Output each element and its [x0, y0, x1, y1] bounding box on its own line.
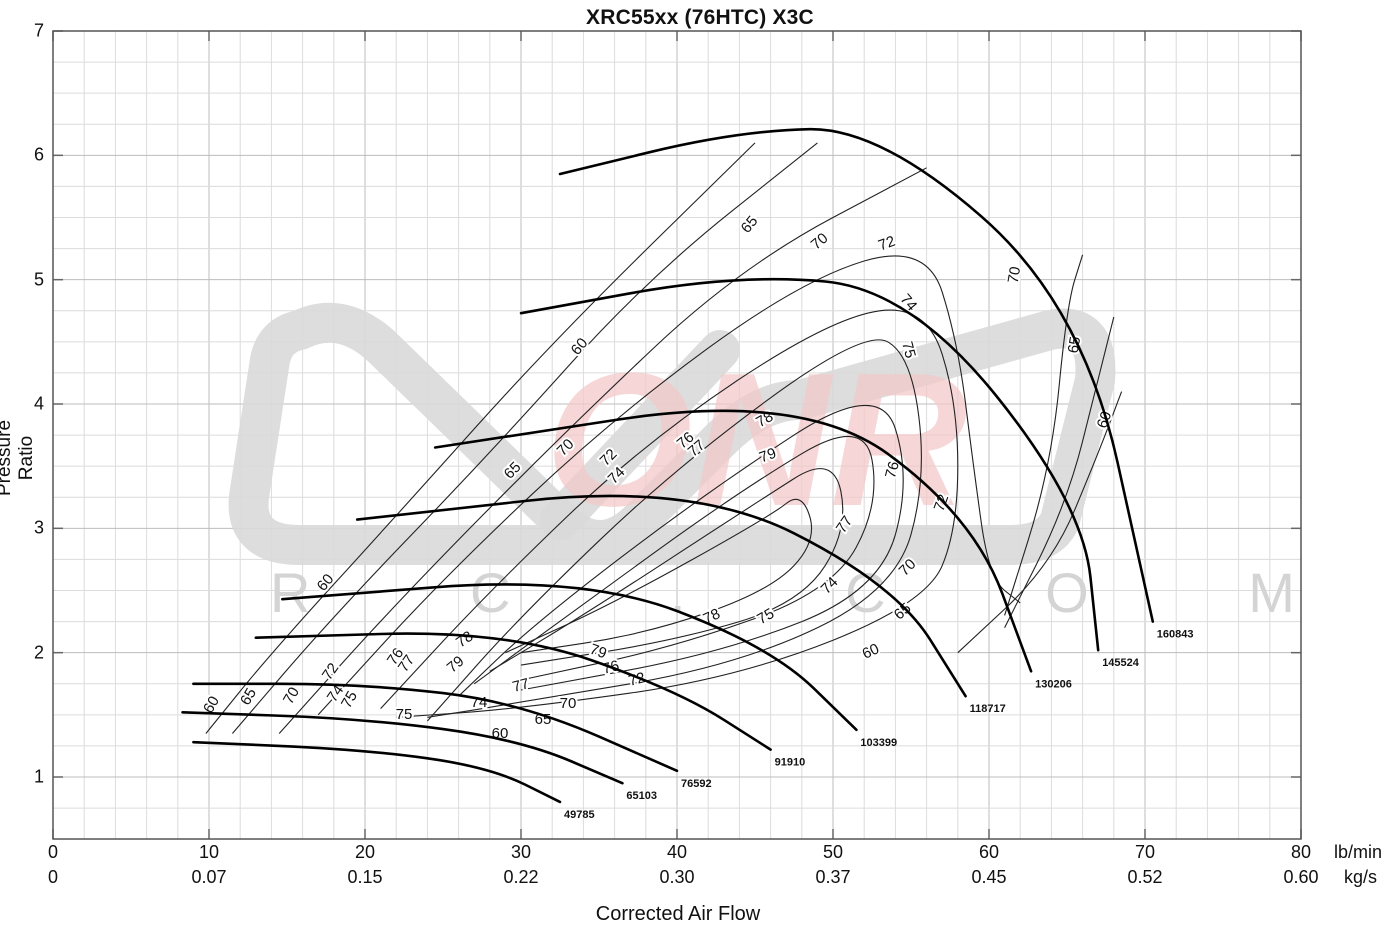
speed-line-118717: [355, 494, 967, 698]
efficiency-label: 72: [319, 660, 342, 683]
plot-frame: [52, 30, 1302, 840]
x-tick-label-kgs: 0.22: [503, 867, 539, 887]
speed-line-label: 65103: [626, 790, 657, 802]
chart-title: XRC55xx (76HTC) X3C: [586, 6, 814, 29]
speed-line-65103: [181, 711, 624, 785]
x-tick-label-lbmin: 30: [510, 842, 532, 862]
svg-text:R C . C O M: R C . C O M: [270, 561, 1367, 624]
y-tick-label: 2: [33, 642, 44, 663]
x-tick-label-kgs: 0.60: [1283, 867, 1319, 887]
efficiency-contour-70: [278, 167, 927, 734]
x-tick-label-kgs: 0.52: [1127, 867, 1163, 887]
x-unit-primary: lb/min: [1334, 842, 1383, 862]
speed-line-49785: [192, 740, 562, 804]
y-tick-label: 6: [33, 144, 44, 165]
efficiency-contour-70: [1004, 254, 1084, 616]
efficiency-label: 70: [1005, 265, 1025, 284]
speed-line-label: 145524: [1102, 657, 1140, 669]
speed-line-label: 130206: [1035, 678, 1072, 690]
efficiency-contour-77: [473, 435, 875, 685]
efficiency-contour-60: [957, 391, 1123, 654]
x-tick-label-lbmin: 40: [666, 842, 688, 862]
x-tick-label-kgs: 0.07: [191, 867, 227, 887]
speed-line-160843: [558, 127, 1155, 623]
x-tick-label-kgs: 0.15: [347, 867, 383, 887]
speed-line-103399: [281, 583, 858, 732]
efficiency-label: 70: [560, 695, 577, 712]
efficiency-contour-65: [1004, 316, 1115, 629]
efficiency-contour-74: [380, 309, 959, 718]
x-tick-label-lbmin: 80: [1290, 842, 1312, 862]
efficiency-label: 70: [808, 230, 832, 254]
efficiency-label: 60: [860, 640, 882, 662]
y-tick-label: 5: [33, 269, 44, 290]
efficiency-label: 75: [396, 706, 413, 723]
x-tick-label-kgs: 0.37: [815, 867, 851, 887]
efficiency-label: 78: [453, 628, 476, 651]
x-tick-label-kgs: 0: [47, 867, 59, 887]
x-axis-label: Corrected Air Flow: [595, 903, 761, 925]
efficiency-label: 79: [444, 653, 468, 677]
x-tick-label-lbmin: 50: [822, 842, 844, 862]
speed-line-label: 103399: [860, 737, 897, 749]
x-tick-label-kgs: 0.45: [971, 867, 1007, 887]
watermark-logo: ONR R C . C O M: [228, 302, 1367, 624]
speed-line-label: 91910: [775, 757, 806, 769]
efficiency-contour-76: [458, 405, 904, 697]
efficiency-contour-60: [205, 142, 756, 734]
speed-line-label: 160843: [1157, 629, 1194, 641]
x-tick-label-lbmin: 20: [354, 842, 376, 862]
speed-line-76592: [192, 682, 679, 773]
speed-lines: 49785 65103 76592 91910 103399 118717 130206 14…: [181, 127, 1194, 821]
efficiency-label: 70: [280, 684, 303, 707]
speed-line-label: 76592: [681, 778, 712, 790]
speed-line-91910: [254, 632, 772, 751]
speed-line-145524: [519, 277, 1100, 652]
y-tick-label: 4: [33, 393, 44, 414]
x-tick-label-kgs: 0.30: [659, 867, 695, 887]
svg-text:ONR: ONR: [545, 334, 967, 546]
efficiency-label: 65: [738, 213, 762, 237]
y-tick-label: 7: [33, 20, 44, 41]
x-tick-label-lbmin: 70: [1134, 842, 1156, 862]
efficiency-contour-79: [505, 498, 813, 654]
speed-line-label: 118717: [970, 703, 1006, 715]
speed-line-130206: [433, 409, 1033, 673]
x-tick-label-lbmin: 0: [47, 842, 59, 862]
efficiency-label: 72: [876, 233, 897, 255]
speed-line-label: 49785: [564, 809, 595, 821]
y-tick-label: 1: [33, 766, 44, 787]
x-tick-label-lbmin: 10: [198, 842, 220, 862]
y-tick-label: 3: [33, 517, 44, 538]
x-tick-label-lbmin: 60: [978, 842, 1000, 862]
x-unit-secondary: kg/s: [1344, 867, 1378, 887]
